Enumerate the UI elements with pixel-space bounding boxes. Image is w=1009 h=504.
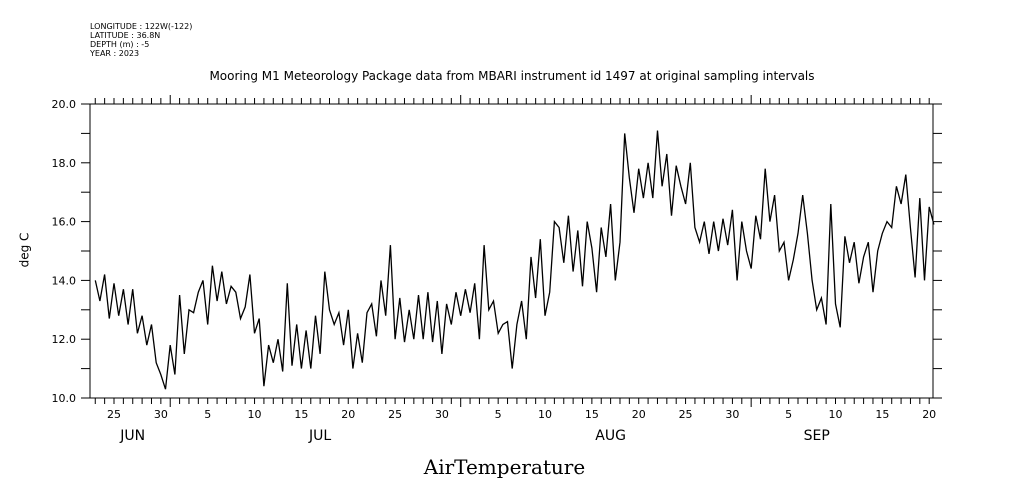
x-tick-label: 20 xyxy=(341,408,355,421)
y-tick-label: 10.0 xyxy=(52,392,77,405)
month-label: SEP xyxy=(804,428,830,444)
y-tick-label: 12.0 xyxy=(52,333,77,346)
x-tick-label: 20 xyxy=(922,408,936,421)
x-tick-label: 10 xyxy=(248,408,262,421)
month-label: JUL xyxy=(308,428,331,444)
year-label: YEAR : 2023 xyxy=(90,49,140,58)
plot-frame xyxy=(89,103,934,399)
x-tick-label: 20 xyxy=(632,408,646,421)
x-tick-label: 25 xyxy=(107,408,121,421)
x-tick-label: 30 xyxy=(435,408,449,421)
x-tick-label: 5 xyxy=(204,408,211,421)
depth-label: DEPTH (m) : -5 xyxy=(90,40,150,49)
x-tick-label: 15 xyxy=(294,408,308,421)
x-tick-label: 5 xyxy=(785,408,792,421)
y-tick-label: 14.0 xyxy=(52,274,77,287)
month-label: JUN xyxy=(119,428,145,444)
x-tick-label: 10 xyxy=(828,408,842,421)
x-tick-label: 25 xyxy=(679,408,693,421)
month-label: AUG xyxy=(595,428,626,444)
x-axis-label: AirTemperature xyxy=(423,455,586,479)
latitude-label: LATITUDE : 36.8N xyxy=(90,31,161,40)
x-tick-label: 30 xyxy=(725,408,739,421)
series-line-airtemperature xyxy=(94,130,935,390)
x-tick-label: 5 xyxy=(495,408,502,421)
y-tick-label: 20.0 xyxy=(52,98,77,111)
x-tick-label: 30 xyxy=(154,408,168,421)
x-tick-label: 15 xyxy=(585,408,599,421)
longitude-label: LONGITUDE : 122W(-122) xyxy=(90,22,193,31)
y-tick-label: 18.0 xyxy=(52,157,77,170)
y-tick-label: 16.0 xyxy=(52,216,77,229)
x-tick-label: 25 xyxy=(388,408,402,421)
chart-title: Mooring M1 Meteorology Package data from… xyxy=(209,69,815,83)
x-tick-label: 10 xyxy=(538,408,552,421)
x-tick-label: 15 xyxy=(875,408,889,421)
